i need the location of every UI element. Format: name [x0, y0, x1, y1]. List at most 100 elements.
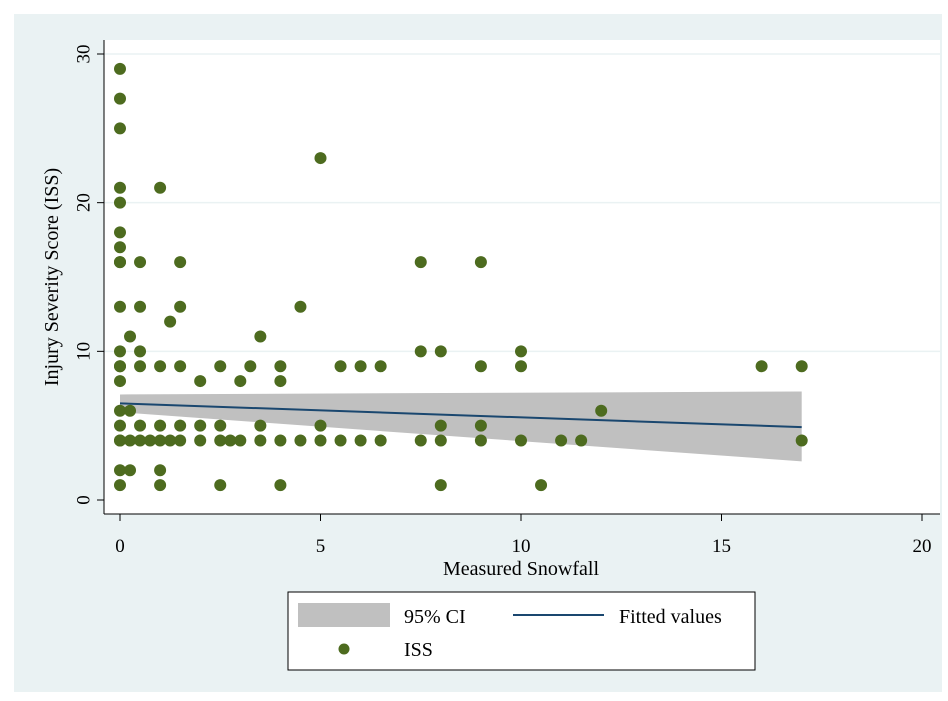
data-point: [174, 434, 187, 447]
data-point: [474, 256, 487, 269]
data-point: [294, 300, 307, 313]
data-point: [244, 360, 257, 373]
data-point: [114, 241, 126, 254]
data-point: [214, 419, 227, 432]
data-point: [194, 375, 207, 388]
data-point: [314, 152, 327, 165]
data-point: [474, 419, 487, 432]
data-point: [214, 479, 227, 492]
data-point: [174, 300, 187, 313]
data-point: [114, 196, 126, 209]
data-point: [134, 300, 147, 313]
data-point: [434, 419, 447, 432]
data-point: [434, 345, 447, 358]
data-point: [274, 375, 287, 388]
data-point: [114, 226, 126, 239]
x-tick-label: 5: [316, 536, 326, 557]
data-point: [334, 360, 347, 373]
x-tick-label: 15: [712, 536, 731, 557]
legend-point-marker: [338, 643, 350, 655]
fitted-line-layer: [119, 402, 802, 429]
data-point: [144, 434, 157, 447]
data-point: [575, 434, 588, 447]
legend-fit-label: Fitted values: [619, 606, 722, 628]
data-point: [164, 315, 177, 328]
legend: 95% CI Fitted values ISS: [287, 591, 756, 671]
data-point: [114, 360, 126, 373]
legend-ci-label: 95% CI: [404, 606, 466, 628]
data-point: [314, 434, 327, 447]
data-point: [224, 434, 237, 447]
data-point: [254, 330, 267, 343]
legend-ci-swatch: [298, 603, 390, 627]
data-point: [194, 434, 207, 447]
data-point: [124, 404, 137, 417]
axes: [103, 40, 940, 515]
data-point: [114, 62, 126, 75]
data-point: [254, 434, 267, 447]
data-point: [174, 360, 187, 373]
data-point: [414, 256, 427, 269]
x-axis-title: Measured Snowfall: [443, 558, 600, 580]
data-point: [134, 256, 147, 269]
data-point: [515, 434, 527, 447]
data-point: [595, 404, 608, 417]
data-point: [535, 479, 548, 492]
data-point: [334, 434, 347, 447]
data-point: [795, 434, 808, 447]
data-point: [154, 181, 167, 194]
data-point: [124, 464, 137, 477]
data-point: [374, 360, 387, 373]
data-point: [124, 330, 137, 343]
data-point: [354, 360, 367, 373]
data-point: [234, 434, 247, 447]
data-point: [154, 464, 167, 477]
data-point: [374, 434, 387, 447]
data-point: [474, 434, 487, 447]
data-point: [114, 92, 126, 105]
data-point: [124, 434, 137, 447]
y-axis-title: Injury Severity Score (ISS): [41, 168, 63, 386]
data-point: [114, 419, 126, 432]
fitted-line: [119, 402, 802, 429]
data-point: [114, 479, 126, 492]
data-point: [274, 434, 287, 447]
data-point: [414, 434, 427, 447]
data-point: [194, 419, 207, 432]
data-point: [114, 181, 126, 194]
data-point: [434, 434, 447, 447]
data-point: [134, 360, 147, 373]
y-tick-label: 0: [74, 495, 95, 505]
data-point: [434, 479, 447, 492]
x-tick-label: 20: [913, 536, 932, 557]
data-point: [515, 360, 527, 373]
data-point: [555, 434, 568, 447]
data-point: [474, 360, 487, 373]
data-point: [274, 479, 287, 492]
data-point: [114, 256, 126, 269]
x-tick-label: 10: [512, 536, 531, 557]
data-point: [414, 345, 427, 358]
data-point: [214, 434, 227, 447]
scatter-points: [114, 62, 808, 492]
data-point: [114, 375, 126, 388]
y-tick-label: 30: [74, 45, 95, 64]
data-point: [114, 122, 126, 135]
data-point: [294, 434, 307, 447]
y-tick-label: 20: [74, 193, 95, 212]
y-axis-ticks: 0 10 20 30: [74, 45, 104, 505]
legend-points-label: ISS: [404, 639, 433, 661]
data-point: [164, 434, 177, 447]
data-point: [114, 404, 126, 417]
data-point: [795, 360, 808, 373]
data-point: [154, 419, 167, 432]
data-point: [114, 464, 126, 477]
data-point: [154, 360, 167, 373]
data-point: [174, 256, 187, 269]
data-point: [114, 300, 126, 313]
data-point: [174, 419, 187, 432]
data-point: [354, 434, 367, 447]
data-point: [314, 419, 327, 432]
